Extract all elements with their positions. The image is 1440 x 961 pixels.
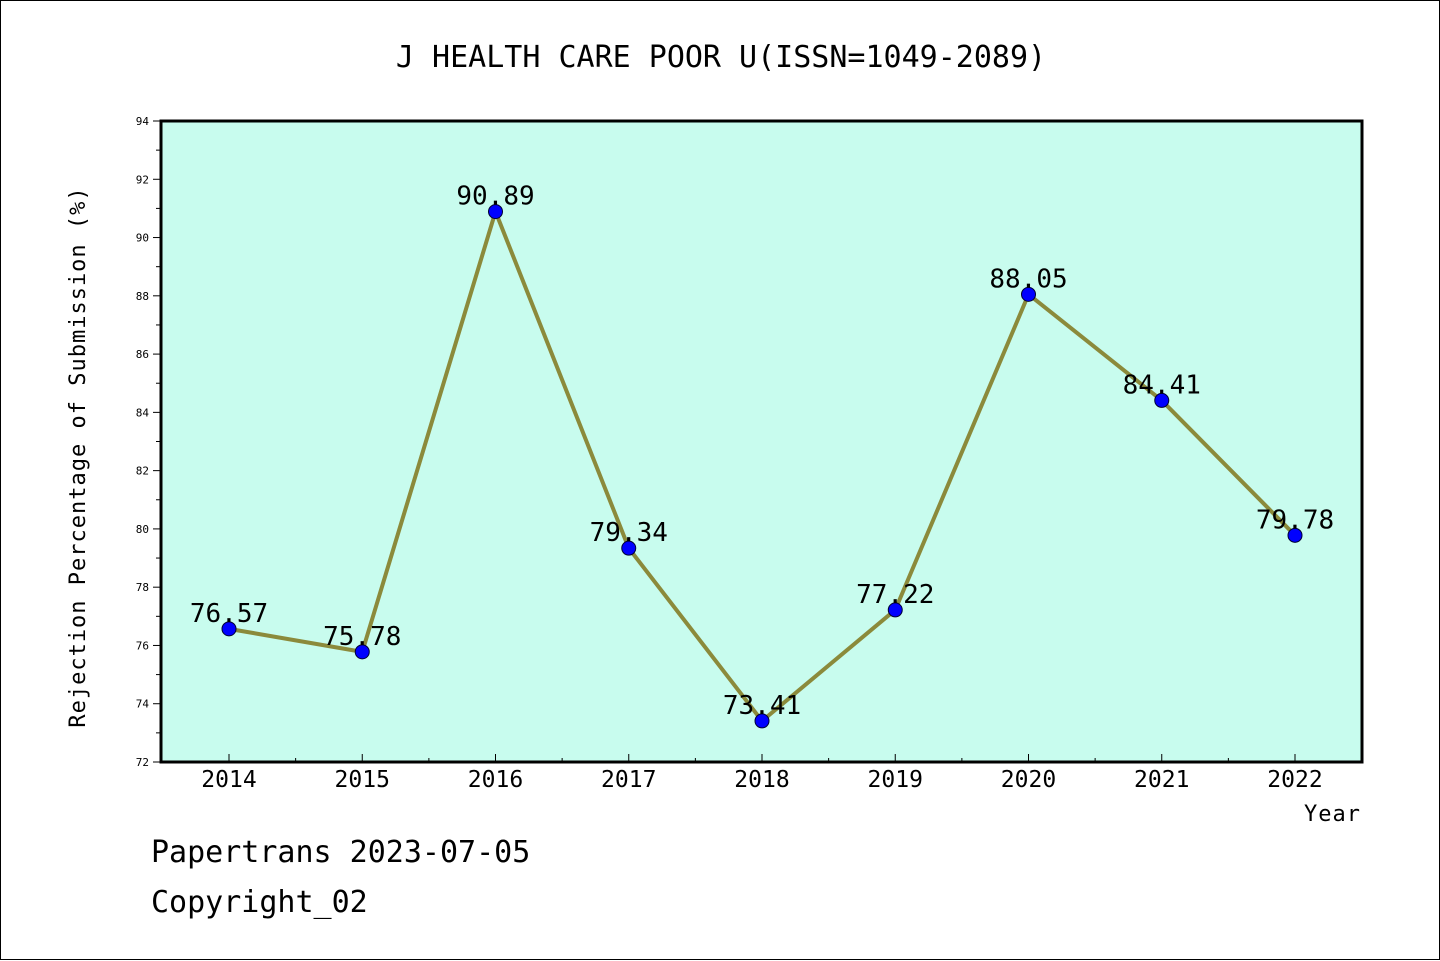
- y-tick-label: 80: [136, 523, 149, 536]
- data-value-label: 79.78: [1256, 505, 1334, 535]
- x-axis-ticks: 2014 2015 2016 2017 2018 2019 2020 2021 2022: [201, 754, 1323, 793]
- data-labels: 76.57 75.78 90.89 79.34 73.41 77.22 88.05 84.41…: [190, 182, 1334, 721]
- footer-date-text: Papertrans 2023-07-05: [151, 835, 531, 870]
- data-value-label: 73.41: [723, 691, 801, 721]
- y-tick-label: 78: [136, 581, 149, 594]
- y-tick-label: 90: [136, 232, 149, 245]
- data-value-label: 79.34: [590, 518, 668, 548]
- data-point-marker: [1021, 286, 1036, 302]
- x-tick-label: 2018: [734, 767, 789, 793]
- y-tick-label: 74: [136, 698, 150, 711]
- data-point-marker: [488, 204, 503, 220]
- y-tick-label: 76: [136, 639, 149, 652]
- data-value-label: 88.05: [989, 264, 1067, 294]
- data-point-marker: [1154, 392, 1170, 408]
- data-value-label: 90.89: [456, 182, 534, 212]
- data-markers: [221, 204, 1303, 729]
- data-point-marker: [754, 713, 770, 729]
- data-point-marker: [887, 602, 903, 618]
- x-tick-label: 2016: [468, 767, 523, 793]
- plot-area: [159, 119, 1364, 764]
- data-value-label: 75.78: [323, 622, 401, 652]
- y-tick-label: 84: [136, 406, 150, 419]
- x-tick-label: 2022: [1267, 767, 1322, 793]
- y-tick-label: 88: [136, 290, 149, 303]
- footer-copyright-text: Copyright_02: [151, 885, 368, 920]
- chart-title: J HEALTH CARE POOR U(ISSN=1049-2089): [396, 40, 1046, 75]
- x-axis-label: Year: [1304, 802, 1361, 827]
- y-axis-label: Rejection Percentage of Submission (%): [66, 186, 91, 727]
- x-tick-label: 2020: [1001, 767, 1056, 793]
- y-tick-label: 92: [136, 173, 149, 186]
- x-tick-label: 2021: [1134, 767, 1189, 793]
- data-point-marker: [354, 644, 370, 660]
- y-tick-label: 82: [136, 465, 149, 478]
- data-point-marker: [621, 540, 637, 556]
- x-tick-label: 2014: [201, 767, 256, 793]
- x-tick-label: 2015: [335, 767, 390, 793]
- y-tick-label: 72: [136, 756, 149, 769]
- x-tick-label: 2017: [601, 767, 656, 793]
- data-value-label: 84.41: [1123, 370, 1201, 400]
- x-tick-label: 2019: [868, 767, 923, 793]
- data-value-label: 77.22: [856, 580, 934, 610]
- data-value-label: 76.57: [190, 599, 268, 629]
- y-tick-label: 94: [136, 115, 150, 128]
- y-axis-ticks: 72 74 76 78 80 82 84 86 88 90 92 94: [136, 115, 161, 769]
- data-point-marker: [1287, 527, 1303, 543]
- data-point-marker: [221, 621, 237, 637]
- y-tick-label: 86: [136, 348, 149, 361]
